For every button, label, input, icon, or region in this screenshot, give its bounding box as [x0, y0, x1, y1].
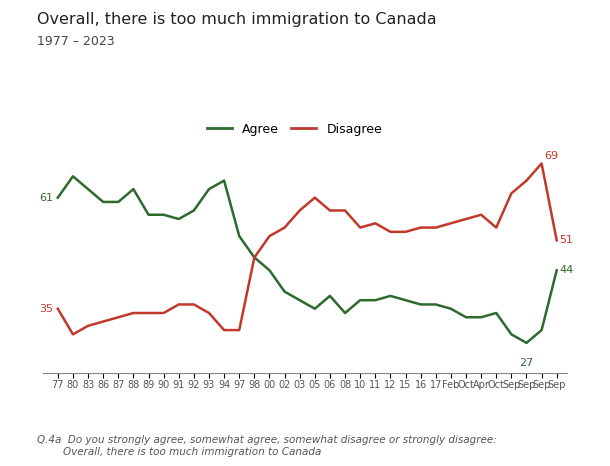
Text: Q.4a  Do you strongly agree, somewhat agree, somewhat disagree or strongly disag: Q.4a Do you strongly agree, somewhat agr…	[37, 435, 497, 457]
Text: 27: 27	[519, 358, 534, 368]
Legend: Agree, Disagree: Agree, Disagree	[202, 117, 387, 141]
Text: 35: 35	[39, 304, 53, 314]
Text: 69: 69	[544, 151, 558, 161]
Text: Overall, there is too much immigration to Canada: Overall, there is too much immigration t…	[37, 12, 436, 27]
Text: 51: 51	[559, 235, 573, 246]
Text: 44: 44	[559, 265, 573, 275]
Text: 1977 – 2023: 1977 – 2023	[37, 35, 114, 48]
Text: 61: 61	[39, 192, 53, 203]
